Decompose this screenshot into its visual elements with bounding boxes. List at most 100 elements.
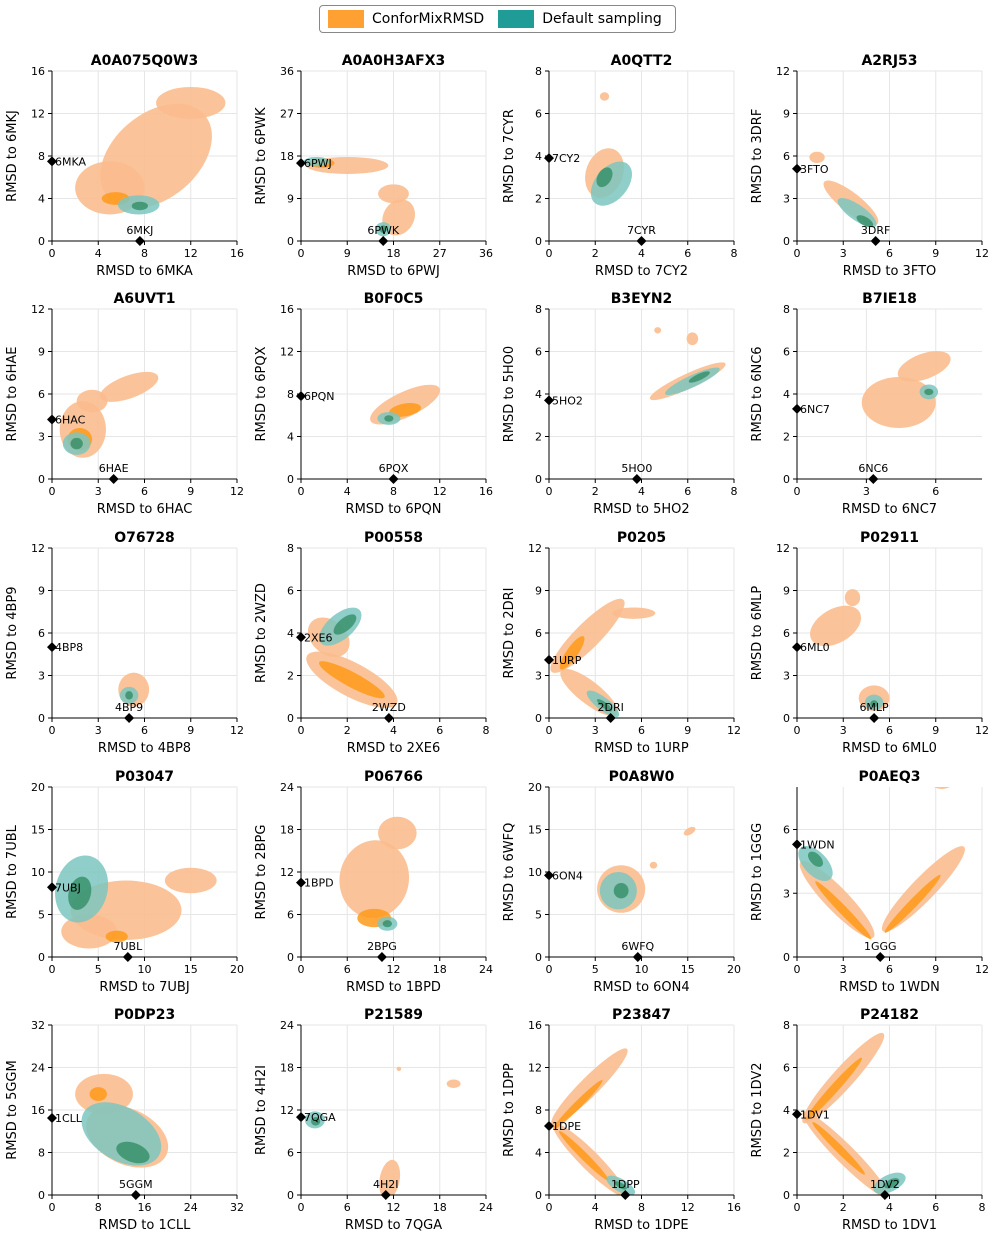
density-layer (649, 327, 726, 401)
default-density-core (614, 1181, 627, 1190)
y-axis-label: RMSD to 3DRF (750, 109, 765, 204)
x-tick-label: 9 (932, 724, 939, 737)
x-tick-label: 9 (932, 963, 939, 976)
y-axis-label: RMSD to 6PQX (254, 346, 269, 441)
reference-label: 6PQN (304, 390, 335, 403)
x-tick-label: 18 (433, 1201, 447, 1214)
y-tick-label: 8 (535, 1104, 542, 1117)
x-tick-label: 24 (479, 1201, 493, 1214)
y-axis-label: RMSD to 7UBL (5, 824, 20, 919)
y-axis-label: RMSD to 4H2I (254, 1065, 269, 1155)
conformix-density-region (396, 1066, 402, 1072)
conformix-density-region (844, 589, 861, 607)
y-tick-label: 3 (535, 670, 542, 683)
subplot-title: P02911 (860, 530, 919, 546)
subplot-title: P00558 (364, 530, 423, 546)
default-density-core (382, 920, 392, 928)
y-tick-label: 6 (38, 388, 45, 401)
subplot-B3EYN2: 5HO2 5HO0 0 2 4 6 8 0 2 4 6 8 B3EYN2 RMSD to 5HO2 RMSD… (502, 291, 738, 517)
y-tick-label: 6 (783, 150, 790, 163)
y-tick-label: 2 (783, 1147, 790, 1160)
subplot-title: P0205 (617, 530, 666, 546)
x-tick-label: 0 (298, 485, 305, 498)
subplot-title: P06766 (364, 769, 423, 785)
conformix-density-region (339, 840, 410, 918)
y-axis-label: RMSD to 1DV2 (750, 1062, 765, 1157)
y-tick-label: 6 (287, 909, 294, 922)
conformix-density-region (156, 86, 226, 119)
default-density-core (125, 691, 133, 700)
subplot-title: P03047 (115, 769, 174, 785)
conformix-density-core (319, 661, 385, 699)
density-layer (75, 1073, 169, 1168)
conformix-density-region (378, 816, 417, 850)
x-tick-label: 8 (979, 1201, 986, 1214)
default-density-core (70, 437, 83, 450)
y-tick-label: 8 (38, 1147, 45, 1160)
subplot-B7IE18: 6NC7 6NC6 0 3 6 0 2 4 6 8 B7IE18 RMSD to 6NC7 RMSD t… (750, 291, 982, 517)
subplot-title: P0DP23 (114, 1007, 175, 1023)
x-tick-label: 9 (187, 485, 194, 498)
subplot-title: A0A075Q0W3 (91, 53, 198, 69)
x-tick-label: 6 (638, 724, 645, 737)
x-tick-label: 24 (479, 963, 493, 976)
subplot-A0QTT2: 7CY2 7CYR 0 2 4 6 8 0 2 4 6 8 A0QTT2 RMSD to 7CY2 RMSD… (502, 53, 738, 279)
subplot-O76728: 4BP8 4BP9 0 3 6 9 12 0 3 6 9 12 O76728 RMSD to 4BP8 RM… (5, 530, 244, 756)
x-tick-label: 16 (479, 485, 493, 498)
default-density-core (688, 371, 710, 383)
x-tick-label: 12 (681, 1201, 695, 1214)
default-density-core (596, 167, 613, 188)
x-tick-label: 8 (731, 485, 738, 498)
x-tick-label: 9 (344, 247, 351, 260)
y-tick-label: 4 (783, 1104, 790, 1117)
x-tick-label: 4 (638, 247, 645, 260)
y-tick-label: 8 (38, 150, 45, 163)
subplot-P23847: 1DPE 1DPP 0 4 8 12 16 0 4 8 12 16 P23847 RMSD to 1DPE… (502, 1007, 741, 1233)
default-density-core (924, 388, 934, 396)
x-tick-label: 0 (298, 1201, 305, 1214)
x-tick-label: 8 (483, 724, 490, 737)
conformix-density-region (551, 1048, 628, 1125)
x-tick-label: 12 (230, 485, 244, 498)
y-axis-label: RMSD to 1DPP (502, 1063, 517, 1157)
density-layer (585, 92, 632, 206)
y-tick-label: 4 (38, 193, 45, 206)
x-axis-label: RMSD to 7QGA (345, 1218, 442, 1233)
reference-label: 6WFQ (621, 940, 654, 953)
conformix-density-core (389, 403, 422, 417)
default-density-core (597, 699, 612, 712)
conformix-density-region (809, 151, 825, 164)
x-tick-label: 0 (49, 963, 56, 976)
density-layer (597, 826, 696, 913)
y-tick-label: 0 (783, 712, 790, 725)
conformix-density-core (884, 874, 941, 933)
y-tick-label: 4 (535, 1147, 542, 1160)
conformix-density-region (934, 787, 950, 790)
x-tick-label: 4 (592, 1201, 599, 1214)
subplot-title: A6UVT1 (113, 291, 175, 307)
x-tick-label: 6 (344, 963, 351, 976)
default-density-core (68, 876, 92, 910)
y-tick-label: 9 (783, 108, 790, 121)
reference-label: 7UBJ (55, 881, 81, 894)
conformix-density-core (105, 930, 128, 943)
conformix-density-core (89, 1087, 107, 1101)
reference-label: 6NC6 (858, 462, 888, 475)
x-tick-label: 12 (727, 724, 741, 737)
subplot-B0F0C5: 6PQN 6PQX 0 4 8 12 16 0 4 8 12 16 B0F0C5 RMSD to 6PQN… (254, 291, 493, 517)
y-tick-label: 6 (783, 346, 790, 359)
default-density-core (333, 614, 357, 635)
conformix-density-region (446, 1079, 461, 1089)
y-tick-label: 16 (528, 1019, 542, 1032)
y-axis-label: RMSD to 6MKJ (5, 110, 20, 202)
y-tick-label: 0 (535, 473, 542, 486)
subplot-A6UVT1: 6HAC 6HAE 0 3 6 9 12 0 3 6 9 12 A6UVT1 RMSD to 6HAC RM… (5, 291, 244, 517)
x-tick-label: 6 (684, 247, 691, 260)
reference-label: 6HAC (55, 414, 86, 427)
y-tick-label: 0 (287, 712, 294, 725)
x-tick-label: 0 (49, 724, 56, 737)
x-tick-label: 12 (230, 724, 244, 737)
x-axis-label: RMSD to 6ML0 (842, 741, 937, 756)
y-tick-label: 12 (280, 1104, 294, 1117)
